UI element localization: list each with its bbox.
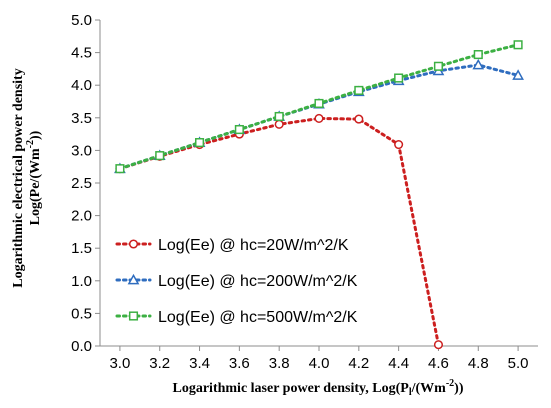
- y-axis-title-line1: Logarithmic electrical power density: [11, 68, 26, 287]
- series-3-point: [433, 61, 444, 71]
- legend-label: Log(Ee) @ hc=20W/m^2/K: [158, 237, 349, 254]
- x-tick-label: 3.0: [109, 355, 130, 372]
- y-tick-label: 4.0: [71, 77, 92, 94]
- series-3-point: [274, 111, 284, 122]
- x-tick-label: 3.6: [229, 355, 250, 372]
- legend-item-3: Log(Ee) @ hc=500W/m^2/K: [115, 309, 358, 326]
- x-tick-label: 3.2: [149, 355, 170, 372]
- series-3-point: [394, 73, 404, 83]
- series-3-point: [115, 164, 125, 174]
- legend-label: Log(Ee) @ hc=200W/m^2/K: [158, 273, 358, 290]
- series-1-point: [394, 139, 404, 150]
- series-3-point: [194, 138, 205, 148]
- series-3-point: [234, 124, 244, 135]
- x-tick-label: 4.0: [309, 355, 330, 372]
- y-tick-label: 1.5: [71, 240, 92, 257]
- y-tick-label: 3.0: [71, 142, 92, 159]
- x-tick-label: 5.0: [508, 355, 529, 372]
- y-tick-label: 3.5: [71, 110, 92, 127]
- x-tick-label: 4.6: [428, 355, 449, 372]
- series-1-point: [433, 340, 444, 350]
- series-layer: [114, 40, 524, 350]
- y-tick-label: 2.0: [71, 208, 92, 225]
- y-tick-label: 5.0: [71, 12, 92, 29]
- series-3-point: [513, 40, 523, 50]
- series-2-point: [512, 69, 524, 80]
- series-1-point: [314, 113, 324, 124]
- x-tick-label: 4.2: [348, 355, 369, 372]
- series-3: [115, 40, 523, 174]
- x-axis-title: Logarithmic laser power density, Log(Pl/…: [173, 378, 464, 398]
- x-tick-label: 4.8: [468, 355, 489, 372]
- series-3-point: [155, 151, 165, 161]
- series-3-point: [314, 98, 324, 109]
- y-tick-label: 1.0: [71, 273, 92, 290]
- y-tick-label: 4.5: [71, 45, 92, 62]
- series-2-point: [472, 58, 485, 70]
- series-1-point: [274, 119, 284, 129]
- x-tick-label: 3.8: [269, 355, 290, 372]
- y-axis-title: Logarithmic electrical power density Log…: [11, 68, 43, 287]
- y-axis-title-line2: Log(Pe/(Wm-2)): [25, 130, 43, 225]
- y-axis-ticks: 0.0 0.5 1.0 1.5 2.0 2.5 3.0 3.5 4.0 4.5 5.0: [71, 12, 100, 355]
- x-axis-ticks: 3.0 3.2 3.4 3.6 3.8 4.0 4.2 4.4 4.6 4.8 5.0: [109, 346, 529, 372]
- y-tick-label: 2.5: [71, 175, 92, 192]
- x-tick-label: 3.4: [189, 355, 210, 372]
- y-tick-label: 0.5: [71, 305, 92, 322]
- legend-label: Log(Ee) @ hc=500W/m^2/K: [158, 309, 358, 326]
- series-3-point: [354, 85, 364, 95]
- legend: Log(Ee) @ hc=20W/m^2/K Log(Ee) @ hc=200W/…: [115, 237, 358, 326]
- series-3-point: [473, 50, 483, 60]
- legend-item-2: Log(Ee) @ hc=200W/m^2/K: [115, 273, 358, 290]
- legend-swatch-marker: [128, 239, 139, 249]
- x-tick-label: 4.4: [388, 355, 409, 372]
- legend-swatch-marker: [127, 273, 140, 285]
- legend-swatch-marker: [128, 311, 139, 321]
- series-1-point: [354, 114, 364, 124]
- y-tick-label: 0.0: [71, 338, 92, 355]
- legend-item-1: Log(Ee) @ hc=20W/m^2/K: [115, 237, 349, 254]
